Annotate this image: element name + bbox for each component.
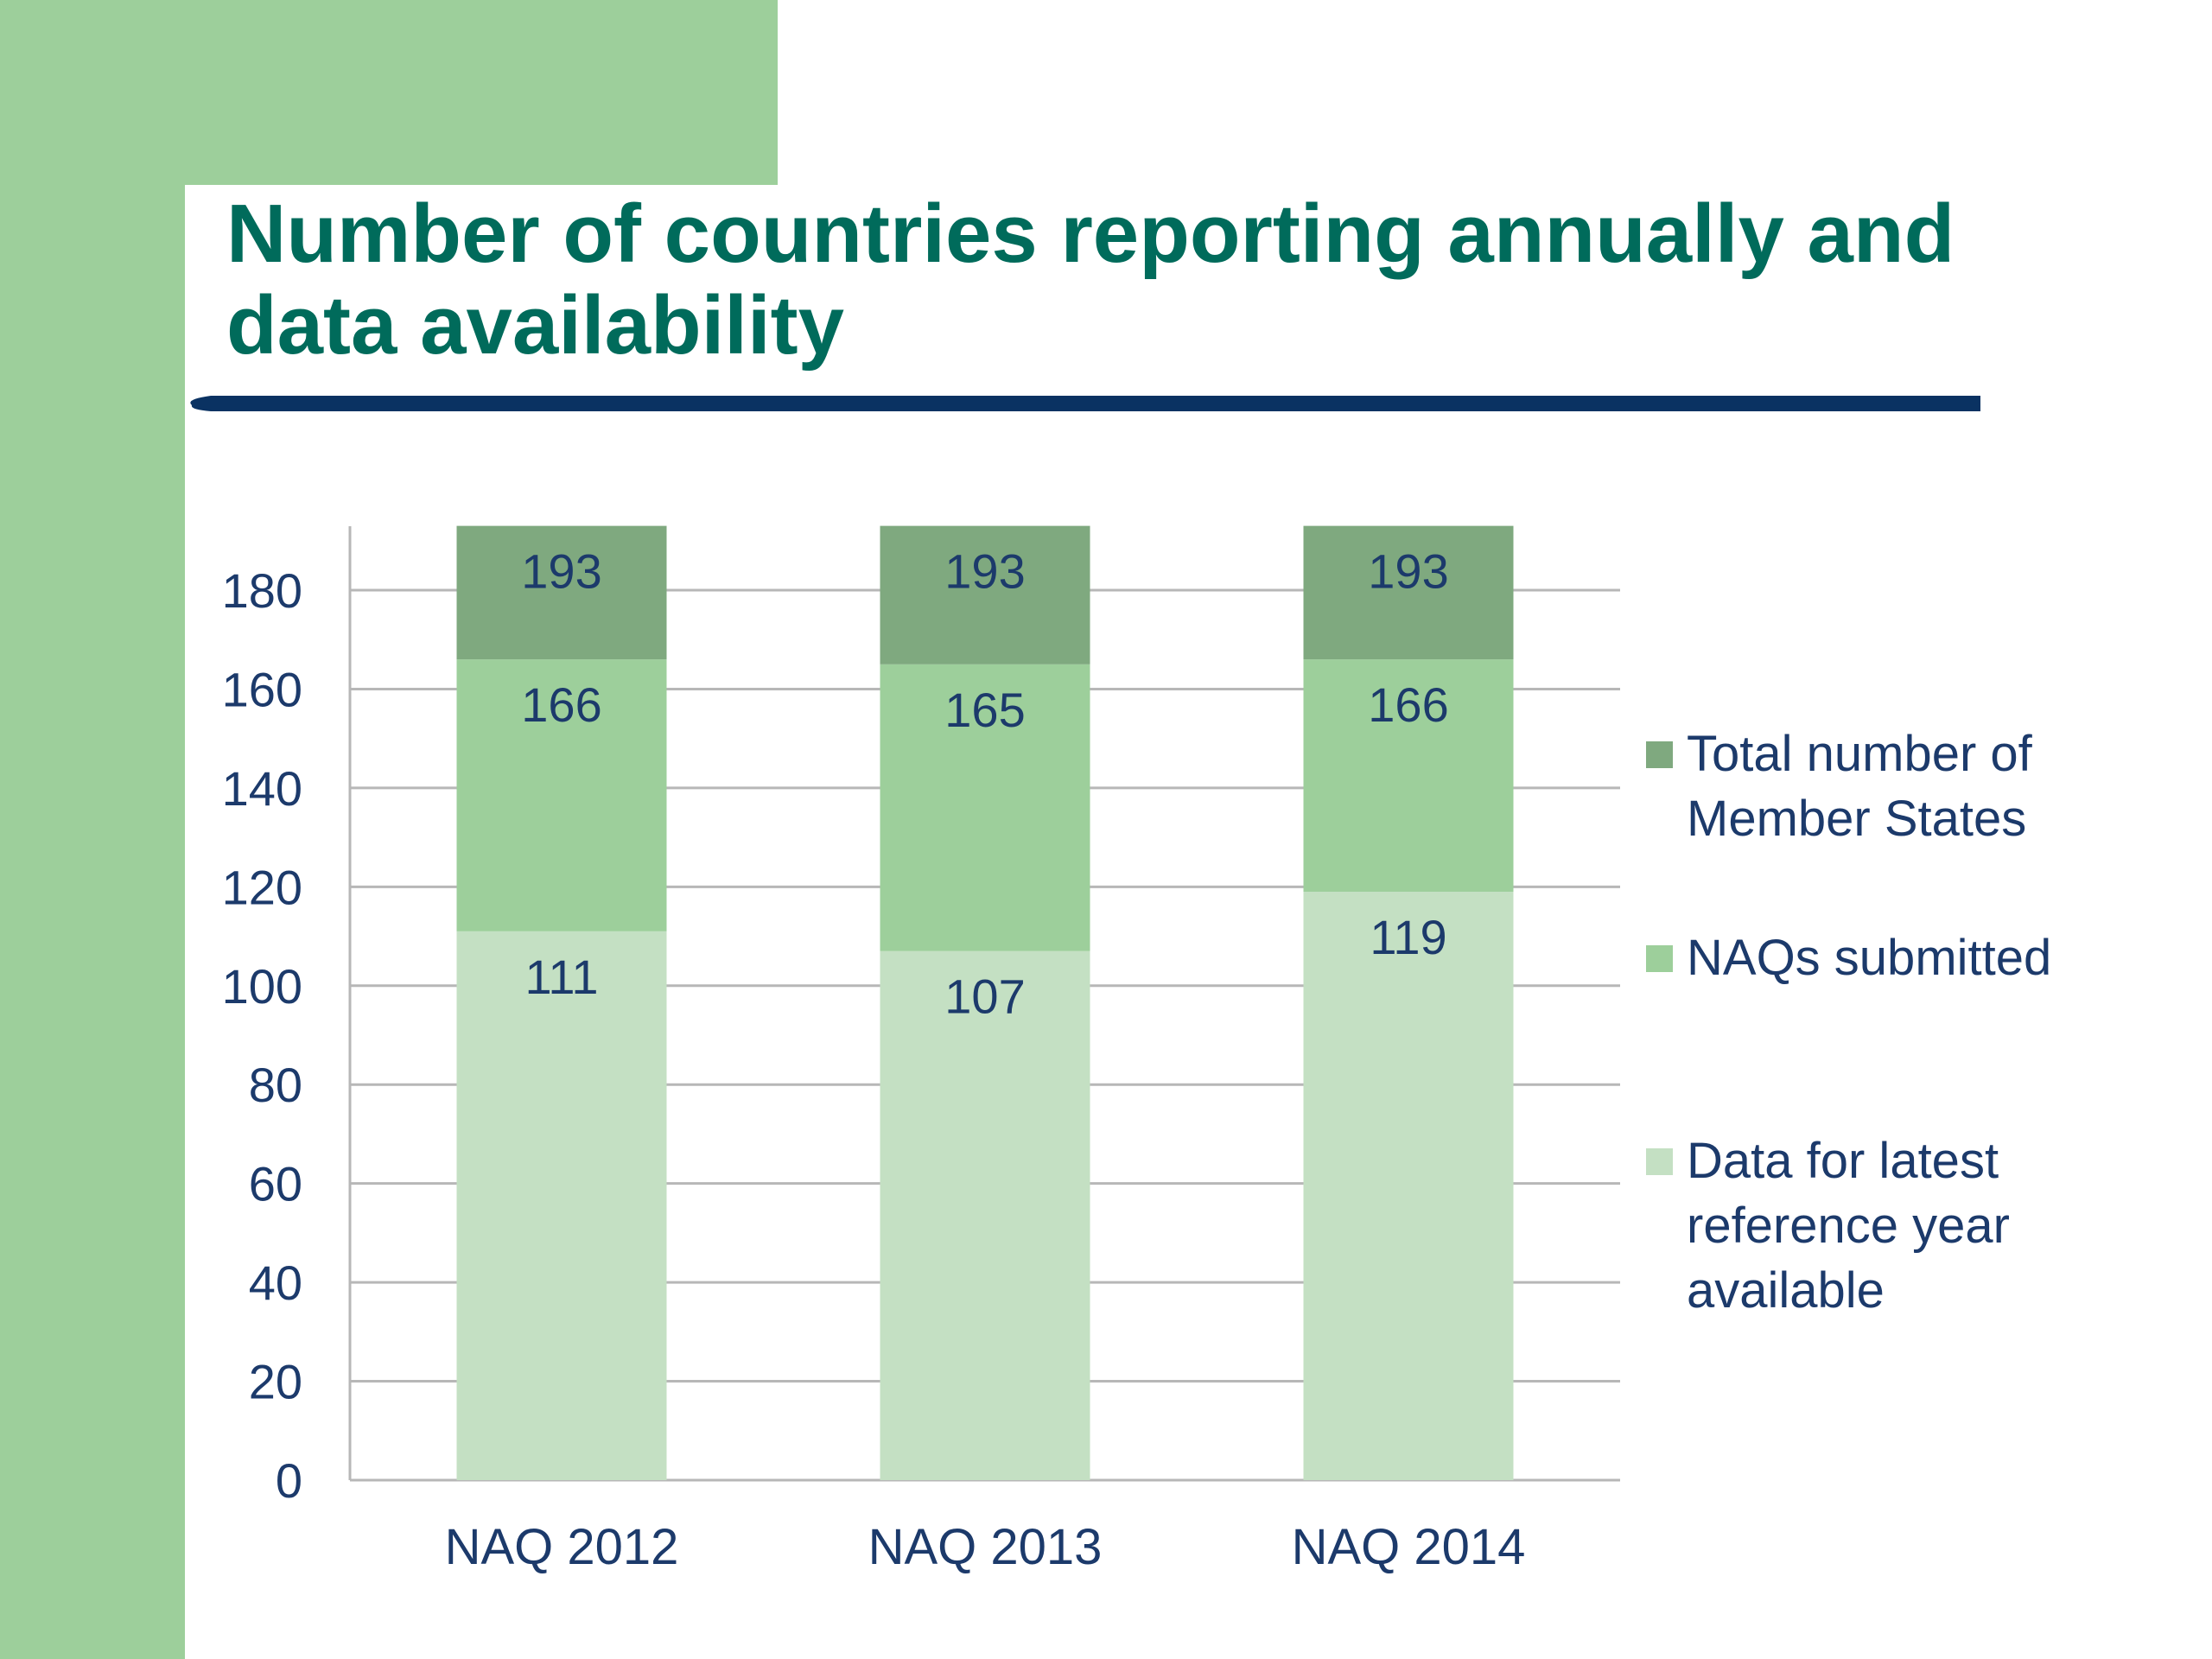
decorative-green-band-left <box>0 0 185 1659</box>
bar-segment-data-for-latest-reference-year-available <box>1303 892 1514 1480</box>
y-tick-label: 80 <box>249 1058 302 1112</box>
data-label: 193 <box>521 544 601 599</box>
y-tick-label: 0 <box>276 1453 302 1508</box>
data-label: 119 <box>1370 910 1446 964</box>
bar-segment-naqs-submitted <box>1303 659 1514 893</box>
x-tick-label: NAQ 2012 <box>445 1519 679 1575</box>
bar-segment-total-number-of-member-states <box>1303 525 1514 660</box>
y-tick-label: 180 <box>222 563 302 618</box>
x-tick-label: NAQ 2014 <box>1292 1519 1526 1575</box>
data-label: 193 <box>944 544 1025 599</box>
data-label: 193 <box>1368 544 1448 599</box>
bar-segment-total-number-of-member-states <box>880 525 1090 664</box>
legend-label: Total number of <box>1687 726 2033 782</box>
bar-segment-naqs-submitted <box>880 664 1090 951</box>
y-tick-label: 100 <box>222 959 302 1014</box>
y-tick-label: 140 <box>222 761 302 816</box>
legend-swatch <box>1646 1148 1673 1175</box>
legend-label: Data for latest <box>1687 1133 1999 1189</box>
legend-swatch <box>1646 945 1673 972</box>
legend-label: available <box>1687 1262 1885 1319</box>
y-tick-label: 160 <box>222 662 302 716</box>
data-label: 166 <box>1368 677 1448 732</box>
bar-segment-naqs-submitted <box>456 659 667 931</box>
y-tick-label: 120 <box>222 860 302 914</box>
bar-segment-data-for-latest-reference-year-available <box>456 931 667 1480</box>
y-tick-label: 20 <box>249 1355 302 1409</box>
x-tick-label: NAQ 2013 <box>868 1519 1103 1575</box>
bar-segment-data-for-latest-reference-year-available <box>880 950 1090 1480</box>
data-label: 166 <box>521 677 601 732</box>
y-tick-label: 40 <box>249 1255 302 1310</box>
data-label: 111 <box>524 950 598 1004</box>
legend-swatch <box>1646 741 1673 768</box>
legend-label: Member States <box>1687 791 2026 847</box>
data-label: 107 <box>944 969 1025 1024</box>
title-underline <box>190 396 1980 411</box>
y-tick-label: 60 <box>249 1157 302 1211</box>
legend-label: NAQs submitted <box>1687 930 2051 986</box>
data-label: 165 <box>944 683 1025 737</box>
bar-segment-total-number-of-member-states <box>456 525 667 660</box>
slide-title: Number of countries reporting annually a… <box>226 188 1955 372</box>
decorative-green-band-top <box>0 0 778 185</box>
legend-label: reference year <box>1687 1198 2010 1254</box>
